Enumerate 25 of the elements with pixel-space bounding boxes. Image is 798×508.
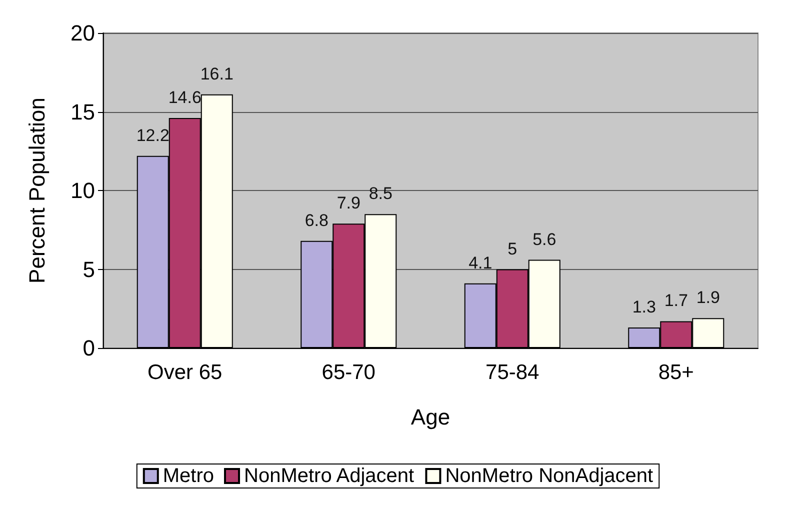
- y-tick-label: 10: [70, 178, 95, 203]
- x-tick-label: 75-84: [486, 361, 540, 384]
- legend-label: NonMetro NonAdjacent: [445, 465, 654, 487]
- data-label: 16.1: [200, 64, 234, 84]
- x-axis-title: Age: [410, 404, 450, 430]
- y-tick-label: 15: [70, 99, 95, 124]
- data-label: 7.9: [336, 194, 360, 213]
- data-label: 12.2: [136, 126, 170, 145]
- x-tick-label: 65-70: [322, 361, 376, 384]
- data-label: 1.3: [632, 298, 656, 317]
- y-tick-label: 20: [70, 20, 95, 46]
- x-tick-label: Over 65: [148, 361, 222, 384]
- legend-label: Metro: [162, 465, 214, 487]
- legend-label: NonMetro Adjacent: [244, 465, 415, 487]
- data-label: 14.6: [168, 88, 202, 108]
- data-label: 4.1: [468, 253, 492, 272]
- data-label: 5: [508, 239, 518, 258]
- x-tick-label: 85+: [658, 361, 694, 384]
- y-tick-label: 5: [82, 256, 95, 282]
- data-label: 1.9: [696, 288, 720, 308]
- data-label: 5.6: [532, 230, 556, 249]
- data-label: 1.7: [664, 291, 688, 310]
- y-tick-label: 0: [82, 336, 95, 360]
- data-label: 6.8: [304, 210, 328, 230]
- y-axis-title: Percent Population: [24, 98, 50, 284]
